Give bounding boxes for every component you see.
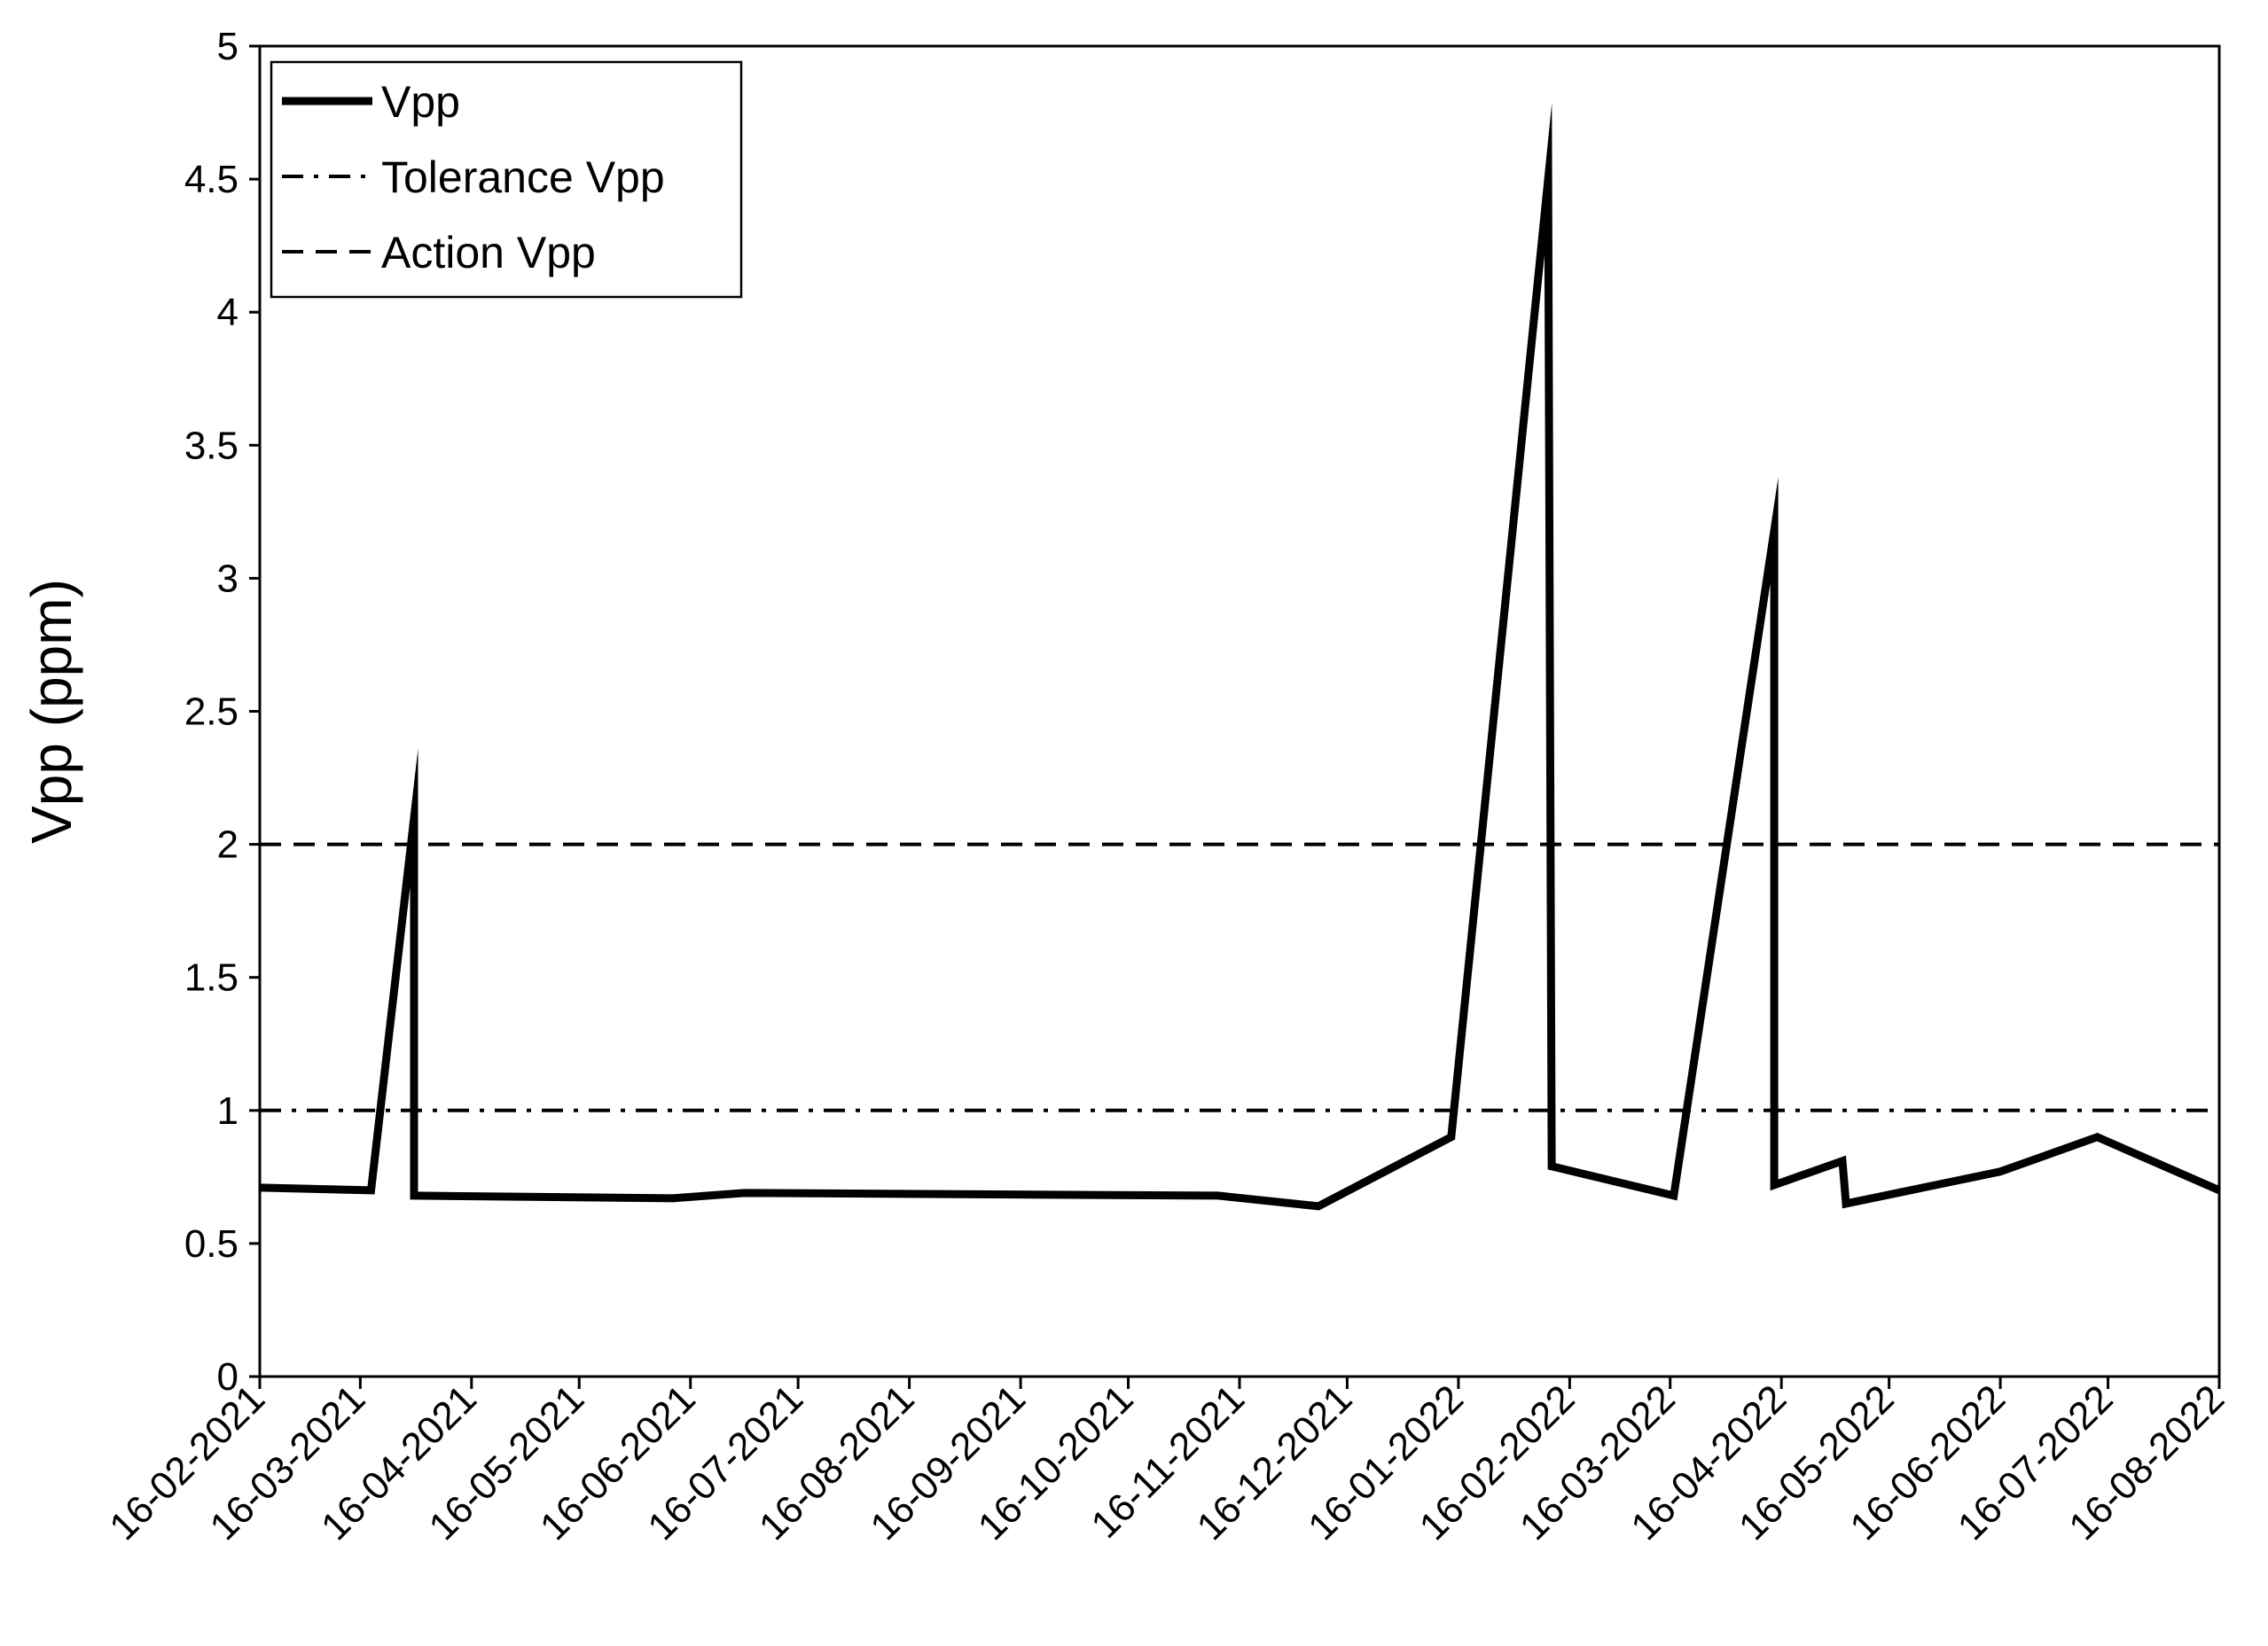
series-line-vpp <box>259 102 2221 1211</box>
y-axis-title: Vpp (ppm) <box>20 579 83 844</box>
legend: Vpp Tolerance Vpp Action Vpp <box>270 60 743 299</box>
series-layer <box>259 102 2221 1211</box>
y-tick-label: 4.5 <box>184 158 239 201</box>
y-tick-label: 2.5 <box>184 690 239 734</box>
y-tick-label: 4 <box>217 291 239 334</box>
legend-label-tolerance-vpp: Tolerance Vpp <box>381 152 665 202</box>
y-tick-label: 0 <box>217 1355 239 1399</box>
y-tick-label: 5 <box>217 25 239 68</box>
legend-label-vpp: Vpp <box>381 77 460 127</box>
y-tick-label: 2 <box>217 823 239 867</box>
y-tick-label: 1.5 <box>184 956 239 1000</box>
x-axis: 16-02-202116-03-202116-04-202116-05-2021… <box>101 1377 2233 1548</box>
y-tick-label: 3.5 <box>184 424 239 467</box>
y-tick-label: 3 <box>217 557 239 600</box>
legend-label-action-vpp: Action Vpp <box>381 228 596 277</box>
y-tick-label: 1 <box>217 1089 239 1133</box>
y-axis: 0 0.5 1 1.5 2 2.5 3 3.5 4 4.5 5 <box>184 25 260 1399</box>
y-tick-label: 0.5 <box>184 1222 239 1266</box>
